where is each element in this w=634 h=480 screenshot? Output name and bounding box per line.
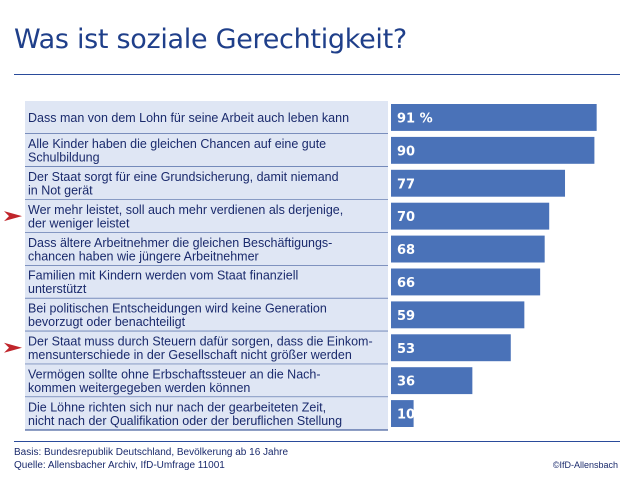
row-label: Der Staat muss durch Steuern dafür sorge… xyxy=(28,335,373,363)
bar xyxy=(391,334,511,362)
row-label-line: Familien mit Kindern werden vom Staat fi… xyxy=(28,269,298,283)
bar-value-label: 91 % xyxy=(397,111,433,126)
copyright-note: ©IfD-Allensbach xyxy=(552,460,618,470)
bar xyxy=(391,136,595,164)
chart-row: Familien mit Kindern werden vom Staat fi… xyxy=(25,265,541,299)
bar-value-label: 77 xyxy=(397,177,415,192)
chart-row: Der Staat muss durch Steuern dafür sorge… xyxy=(4,331,511,365)
row-label-background xyxy=(25,232,388,266)
bar-value-label: 70 xyxy=(397,210,415,225)
row-label-line: in Not gerät xyxy=(28,184,93,198)
basis-note: Basis: Bundesrepublik Deutschland, Bevöl… xyxy=(14,447,289,458)
bar xyxy=(391,169,566,197)
row-label-line: Der Staat muss durch Steuern dafür sorge… xyxy=(28,335,373,349)
bar xyxy=(391,202,550,230)
bar-value-label: 10 xyxy=(397,408,415,423)
chart-row: Wer mehr leistet, soll auch mehr verdien… xyxy=(4,199,550,234)
bar xyxy=(391,104,597,131)
row-label-background xyxy=(25,364,388,398)
source-note: Quelle: Allensbacher Archiv, IfD-Umfrage… xyxy=(14,460,225,471)
row-label-background xyxy=(25,199,388,233)
row-label-line: chancen haben wie jüngere Arbeitnehmer xyxy=(28,249,259,263)
bar xyxy=(391,268,541,296)
bar-value-label: 36 xyxy=(397,375,415,390)
row-label-background xyxy=(25,331,388,365)
row-label-line: Schulbildung xyxy=(28,151,100,165)
chart-row: Dass ältere Arbeitnehmer die gleichen Be… xyxy=(25,232,545,266)
row-label-background xyxy=(25,166,388,200)
row-label-background xyxy=(25,133,388,167)
chart-row: Bei politischen Entscheidungen wird kein… xyxy=(25,298,525,332)
row-label-line: mensunterschiede in der Gesellschaft nic… xyxy=(28,348,352,362)
row-label-line: Vermögen sollte ohne Erbschaftssteuer an… xyxy=(28,367,321,381)
chart-row: Alle Kinder haben die gleichen Chancen a… xyxy=(25,133,595,168)
row-label: Wer mehr leistet, soll auch mehr verdien… xyxy=(28,203,343,231)
row-label: Bei politischen Entscheidungen wird kein… xyxy=(28,302,327,330)
bar-value-label: 66 xyxy=(397,276,415,291)
row-label-background xyxy=(25,265,388,299)
chart-row: Dass man von dem Lohn für seine Arbeit a… xyxy=(25,101,597,135)
row-label-background xyxy=(25,397,388,430)
row-label-line: kommen weitergegeben werden können xyxy=(28,381,250,395)
row-label-line: Dass ältere Arbeitnehmer die gleichen Be… xyxy=(28,236,332,250)
row-label-line: Die Löhne richten sich nur nach der gear… xyxy=(28,400,326,414)
row-label: Dass man von dem Lohn für seine Arbeit a… xyxy=(28,111,349,125)
row-label-line: Der Staat sorgt für eine Grundsicherung,… xyxy=(28,170,339,184)
bar xyxy=(391,301,525,329)
bar xyxy=(391,400,414,427)
row-label-background xyxy=(25,101,388,134)
row-label-line: bevorzugt oder benachteiligt xyxy=(28,315,186,329)
highlight-arrow-icon xyxy=(4,211,22,222)
chart-row: Der Staat sorgt für eine Grundsicherung,… xyxy=(25,166,566,201)
row-label-line: Dass man von dem Lohn für seine Arbeit a… xyxy=(28,111,349,125)
row-label-line: Bei politischen Entscheidungen wird kein… xyxy=(28,302,327,316)
row-label-line: Alle Kinder haben die gleichen Chancen a… xyxy=(28,137,326,151)
chart-row: Vermögen sollte ohne Erbschaftssteuer an… xyxy=(25,364,473,398)
row-label-background xyxy=(25,298,388,332)
row-label: Der Staat sorgt für eine Grundsicherung,… xyxy=(28,170,339,198)
row-label: Dass ältere Arbeitnehmer die gleichen Be… xyxy=(28,236,332,263)
bar-value-label: 90 xyxy=(397,144,415,159)
highlight-arrow-icon xyxy=(4,342,22,353)
page-title: Was ist soziale Gerechtigkeit? xyxy=(14,24,407,55)
title-rule xyxy=(14,74,620,75)
row-label: Die Löhne richten sich nur nach der gear… xyxy=(28,400,342,428)
row-label-line: Wer mehr leistet, soll auch mehr verdien… xyxy=(28,203,343,217)
bar-value-label: 53 xyxy=(397,342,415,357)
row-label: Vermögen sollte ohne Erbschaftssteuer an… xyxy=(28,367,321,395)
bar-value-label: 68 xyxy=(397,243,415,258)
row-label-line: der weniger leistet xyxy=(28,216,130,230)
chart-row: Die Löhne richten sich nur nach der gear… xyxy=(25,397,415,431)
footer-rule xyxy=(14,441,620,442)
row-label: Familien mit Kindern werden vom Staat fi… xyxy=(28,269,298,297)
row-label-line: nicht nach der Qualifikation oder der be… xyxy=(28,414,342,428)
bar xyxy=(391,367,473,395)
row-label-line: unterstützt xyxy=(28,282,87,296)
row-label: Alle Kinder haben die gleichen Chancen a… xyxy=(28,137,326,165)
bar-value-label: 59 xyxy=(397,309,415,324)
bar xyxy=(391,235,545,263)
